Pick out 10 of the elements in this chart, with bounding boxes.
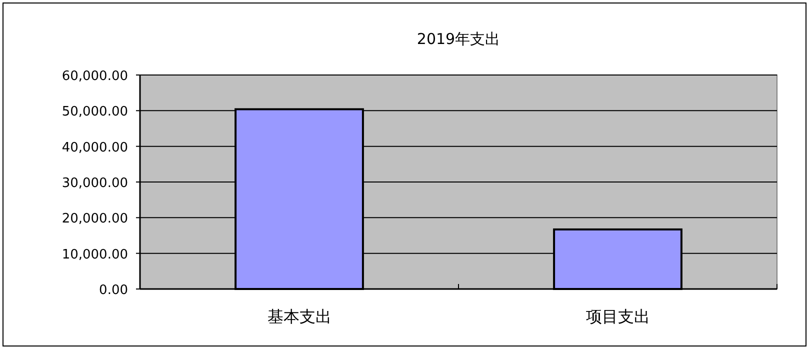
y-tick-label: 10,000.00	[62, 247, 128, 262]
y-tick-label: 60,000.00	[62, 69, 128, 84]
y-tick-label: 20,000.00	[62, 212, 128, 227]
x-tick-label: 基本支出	[267, 307, 332, 326]
y-tick-label: 0.00	[99, 283, 128, 298]
y-tick-label: 30,000.00	[62, 176, 128, 191]
y-tick-label: 40,000.00	[62, 140, 128, 156]
y-tick-label: 50,000.00	[62, 104, 128, 120]
chart-title: 2019年支出	[416, 30, 500, 48]
x-tick-label: 项目支出	[586, 307, 650, 326]
